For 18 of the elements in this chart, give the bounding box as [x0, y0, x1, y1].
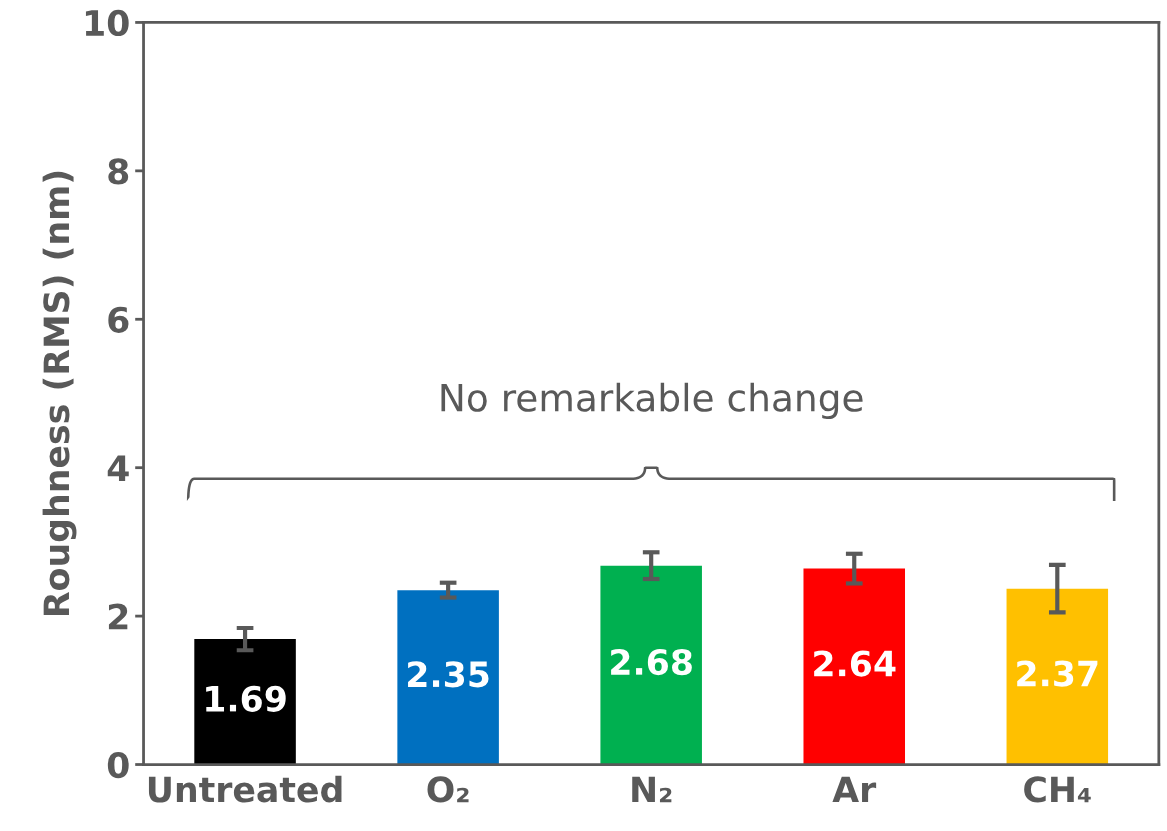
- data-label: 2.68: [611, 648, 692, 676]
- x-tick-label: N₂: [632, 776, 672, 803]
- data-label: 2.37: [1017, 660, 1098, 687]
- x-tick-label: O₂: [427, 776, 469, 803]
- y-tick-label: 8: [108, 158, 129, 185]
- y-axis-title: Roughness (RMS) (nm): [42, 171, 77, 615]
- y-tick-label: 0: [107, 751, 129, 779]
- data-label: 1.69: [206, 685, 286, 712]
- y-tick-label: 6: [108, 306, 129, 333]
- x-tick-label: Untreated: [148, 775, 342, 803]
- y-tick-label: 4: [107, 455, 129, 481]
- x-tick-label: CH₄: [1024, 776, 1091, 803]
- y-tick-label: 10: [85, 9, 129, 37]
- data-label: 2.35: [408, 661, 489, 688]
- y-tick-label: 2: [108, 603, 128, 630]
- x-tick-label: Ar: [832, 776, 877, 803]
- data-label: 2.64: [814, 650, 896, 677]
- annotation: No remarkable change: [441, 382, 863, 420]
